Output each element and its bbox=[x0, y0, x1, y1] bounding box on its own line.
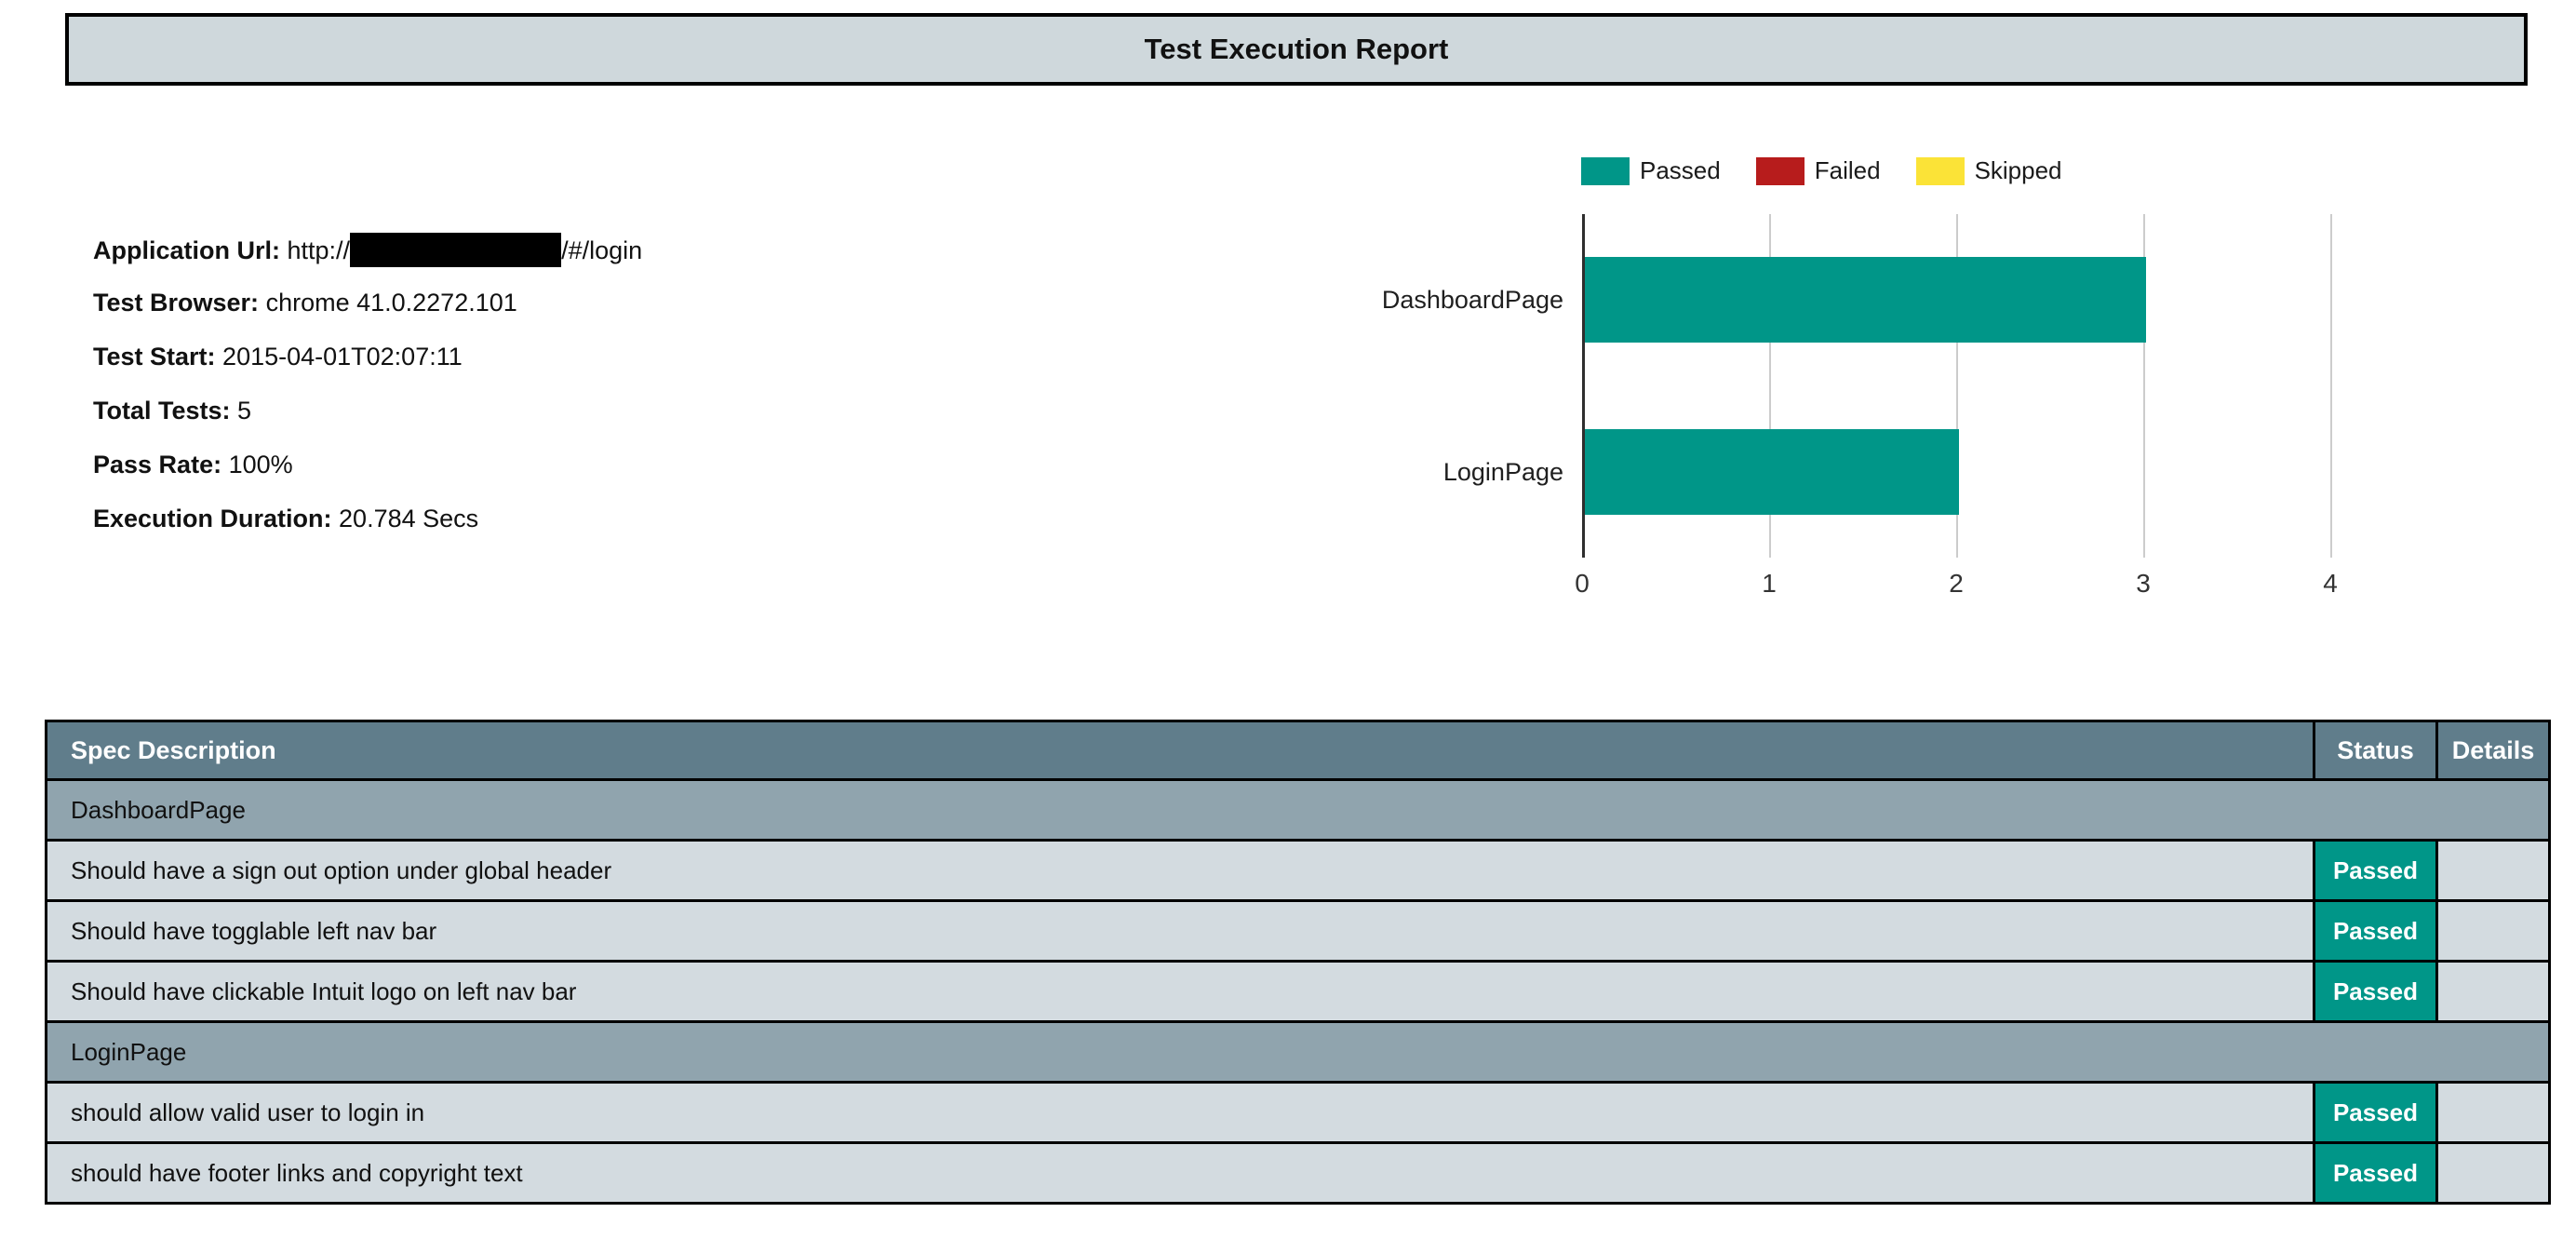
legend-swatch-failed bbox=[1755, 156, 1805, 185]
info-line-pass-rate: Pass Rate: 100% bbox=[93, 449, 642, 480]
execution-duration-label: Execution Duration: bbox=[93, 505, 332, 532]
pass-rate-label: Pass Rate: bbox=[93, 451, 222, 478]
legend-item-passed: Passed bbox=[1581, 156, 1721, 185]
total-tests-label: Total Tests: bbox=[93, 397, 231, 424]
total-tests-value: 5 bbox=[237, 397, 252, 424]
report-title-bar: Test Execution Report bbox=[65, 13, 2528, 86]
status-badge-passed: Passed bbox=[2313, 960, 2438, 1023]
legend-swatch-skipped bbox=[1915, 156, 1965, 185]
spec-row: should have footer links and copyright t… bbox=[45, 1141, 2551, 1205]
suite-name: DashboardPage bbox=[45, 778, 2551, 842]
chart-legend: Passed Failed Skipped bbox=[1581, 156, 2062, 185]
spec-description-cell: Should have clickable Intuit logo on lef… bbox=[45, 960, 2315, 1023]
spec-row: should allow valid user to login in Passe… bbox=[45, 1081, 2551, 1144]
execution-duration-value: 20.784 Secs bbox=[339, 505, 479, 532]
application-url-prefix: http:// bbox=[287, 236, 351, 264]
legend-item-failed: Failed bbox=[1755, 156, 1881, 185]
legend-label: Passed bbox=[1640, 156, 1721, 184]
legend-label: Failed bbox=[1814, 156, 1881, 184]
details-cell bbox=[2435, 1081, 2551, 1144]
grid-line bbox=[2143, 214, 2145, 558]
legend-item-skipped: Skipped bbox=[1915, 156, 2062, 185]
info-line-test-browser: Test Browser: chrome 41.0.2272.101 bbox=[93, 287, 642, 318]
category-label-loginpage: LoginPage bbox=[1442, 458, 1563, 486]
details-cell bbox=[2435, 899, 2551, 963]
table-header-row: Spec Description Status Details bbox=[45, 720, 2551, 781]
status-badge-passed: Passed bbox=[2313, 1141, 2438, 1205]
spec-description-cell: should have footer links and copyright t… bbox=[45, 1141, 2315, 1205]
column-header-spec-description: Spec Description bbox=[45, 720, 2315, 781]
details-cell bbox=[2435, 960, 2551, 1023]
info-line-total-tests: Total Tests: 5 bbox=[93, 395, 642, 426]
info-line-application-url: Application Url: http:// /#/login bbox=[93, 233, 643, 267]
details-cell bbox=[2435, 839, 2551, 902]
category-label-dashboardpage: DashboardPage bbox=[1381, 286, 1563, 314]
legend-swatch-passed bbox=[1581, 156, 1630, 185]
spec-description-cell: Should have a sign out option under glob… bbox=[45, 839, 2315, 902]
column-header-details: Details bbox=[2435, 720, 2551, 781]
test-browser-label: Test Browser: bbox=[93, 289, 260, 317]
report-info-block: Application Url: http:// /#/login Test Br… bbox=[93, 233, 642, 557]
spec-row: Should have togglable left nav bar Passed bbox=[45, 899, 2551, 963]
test-browser-value: chrome 41.0.2272.101 bbox=[265, 289, 517, 317]
x-tick-label: 2 bbox=[1949, 569, 1964, 598]
spec-description-cell: Should have togglable left nav bar bbox=[45, 899, 2315, 963]
spec-row: Should have clickable Intuit logo on lef… bbox=[45, 960, 2551, 1023]
x-tick-label: 3 bbox=[2136, 569, 2151, 598]
status-badge-passed: Passed bbox=[2313, 839, 2438, 902]
spec-description-cell: should allow valid user to login in bbox=[45, 1081, 2315, 1144]
status-badge-passed: Passed bbox=[2313, 899, 2438, 963]
info-line-test-start: Test Start: 2015-04-01T02:07:11 bbox=[93, 341, 642, 372]
results-bar-chart: 0 1 2 3 4 DashboardPage LoginPage bbox=[1382, 214, 2338, 598]
x-tick-label: 1 bbox=[1762, 569, 1777, 598]
grid-line bbox=[1769, 214, 1771, 558]
info-line-execution-duration: Execution Duration: 20.784 Secs bbox=[93, 503, 642, 534]
suite-row-loginpage: LoginPage bbox=[45, 1020, 2551, 1084]
legend-label: Skipped bbox=[1974, 156, 2062, 184]
bar-loginpage-passed bbox=[1585, 429, 1959, 515]
test-start-value: 2015-04-01T02:07:11 bbox=[222, 343, 463, 371]
application-url-suffix: /#/login bbox=[561, 236, 643, 264]
redaction-box bbox=[350, 233, 562, 267]
grid-line bbox=[2330, 214, 2332, 558]
bar-dashboardpage-passed bbox=[1585, 257, 2146, 343]
column-header-status: Status bbox=[2313, 720, 2438, 781]
grid-line bbox=[1956, 214, 1958, 558]
x-tick-label: 0 bbox=[1575, 569, 1590, 598]
status-badge-passed: Passed bbox=[2313, 1081, 2438, 1144]
spec-row: Should have a sign out option under glob… bbox=[45, 839, 2551, 902]
test-start-label: Test Start: bbox=[93, 343, 216, 371]
x-tick-label: 4 bbox=[2323, 569, 2338, 598]
application-url-label: Application Url: bbox=[93, 236, 280, 264]
details-cell bbox=[2435, 1141, 2551, 1205]
suite-name: LoginPage bbox=[45, 1020, 2551, 1084]
pass-rate-value: 100% bbox=[228, 451, 293, 478]
page-title: Test Execution Report bbox=[1144, 33, 1449, 65]
y-axis-line bbox=[1582, 214, 1585, 558]
suite-row-dashboardpage: DashboardPage bbox=[45, 778, 2551, 842]
spec-results-table: Spec Description Status Details Dashboar… bbox=[45, 720, 2551, 1205]
